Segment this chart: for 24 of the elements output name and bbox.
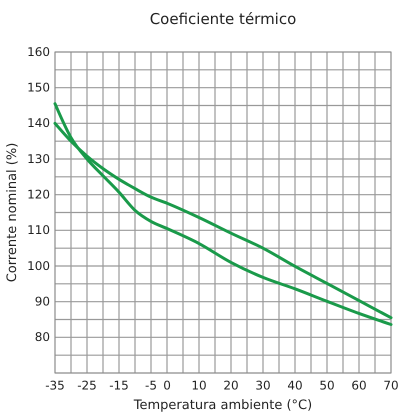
x-axis-title: Temperatura ambiente (°C) [132,398,312,413]
x-tick-label: 70 [383,378,399,393]
y-tick-label: 110 [27,223,50,238]
y-tick-label: 140 [27,116,50,130]
x-tick-label: -35 [45,378,65,393]
y-axis-title: Corrente nominal (%) [5,142,20,282]
y-tick-label: 90 [34,294,50,309]
x-tick-label: 40 [287,378,303,393]
x-tick-label: -5 [145,378,157,393]
x-tick-label: -25 [77,378,97,393]
y-tick-label: 80 [34,330,50,344]
x-tick-label: 60 [351,378,367,393]
y-tick-label: 100 [27,258,50,273]
x-tick-label: 20 [223,378,239,393]
y-tick-label: 160 [27,44,50,59]
x-tick-label: 0 [163,378,171,393]
x-tick-label: 50 [319,378,335,393]
chart-title: Coeficiente térmico [150,10,296,28]
x-tick-label: 10 [191,378,207,393]
y-tick-label: 120 [27,188,50,202]
x-tick-label: 30 [255,378,271,393]
y-tick-label: 150 [27,80,50,95]
y-tick-label: 130 [27,152,50,166]
x-tick-label: -15 [109,378,129,393]
